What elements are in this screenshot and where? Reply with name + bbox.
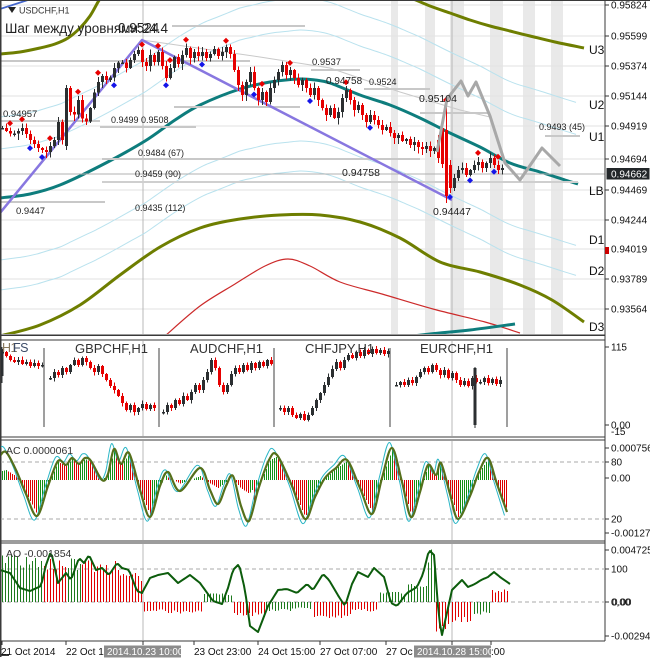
svg-text:24 Oct 15:00: 24 Oct 15:00 — [258, 647, 316, 658]
svg-text:23 Oct 23:00: 23 Oct 23:00 — [194, 647, 252, 658]
svg-text:AO -0.001854: AO -0.001854 — [6, 548, 72, 560]
svg-text:EURCHF,H1: EURCHF,H1 — [420, 341, 493, 356]
svg-text:0.000756: 0.000756 — [611, 444, 650, 455]
svg-text:0.95144: 0.95144 — [611, 92, 648, 103]
svg-text:0.94447: 0.94447 — [433, 206, 471, 218]
svg-text:0.9499: 0.9499 — [111, 115, 139, 125]
svg-text:D1: D1 — [589, 233, 605, 247]
svg-text:USDCHF,H1: USDCHF,H1 — [19, 6, 70, 16]
svg-text:0.94662: 0.94662 — [611, 169, 648, 180]
svg-text:0,00: 0,00 — [611, 598, 631, 609]
svg-text:0.93564: 0.93564 — [611, 305, 648, 316]
svg-text:21 Oct 2014: 21 Oct 2014 — [1, 647, 56, 658]
svg-text:-0.002946: -0.002946 — [611, 632, 650, 643]
svg-text:0.94957: 0.94957 — [3, 109, 37, 120]
svg-text:0.9524: 0.9524 — [118, 21, 160, 36]
svg-text:0.9493 (45): 0.9493 (45) — [539, 122, 585, 132]
svg-text:115: 115 — [611, 343, 627, 354]
svg-text:2014.10.23 10:00: 2014.10.23 10:00 — [107, 647, 184, 658]
svg-text:Шаг между уровнями:24.4: Шаг между уровнями:24.4 — [5, 21, 168, 36]
svg-text:U2: U2 — [589, 98, 605, 112]
svg-text:27 Oct 07:00: 27 Oct 07:00 — [320, 647, 378, 658]
svg-text:0.9435 (112): 0.9435 (112) — [135, 203, 185, 213]
svg-text:U1: U1 — [589, 130, 605, 144]
svg-text:0.00: 0.00 — [612, 598, 632, 609]
svg-text:0.9537: 0.9537 — [312, 57, 341, 68]
svg-text:100: 100 — [611, 565, 628, 576]
svg-text:0.95104: 0.95104 — [419, 93, 457, 105]
svg-text:0.95599: 0.95599 — [611, 32, 648, 43]
svg-text:0.94469: 0.94469 — [611, 186, 648, 197]
svg-text:0.94019: 0.94019 — [611, 245, 648, 256]
svg-text:H1: H1 — [2, 341, 18, 355]
svg-text:0.9524: 0.9524 — [369, 77, 397, 87]
svg-text:0.94758: 0.94758 — [326, 76, 363, 87]
svg-text:0.94694: 0.94694 — [611, 155, 648, 166]
svg-text:-0.001272: -0.001272 — [611, 529, 650, 540]
svg-text:27 Oc: 27 Oc — [386, 647, 413, 658]
svg-text:D3: D3 — [589, 320, 605, 334]
svg-text:0.9484 (67): 0.9484 (67) — [138, 148, 184, 158]
svg-text:GBPCHF,H1: GBPCHF,H1 — [75, 341, 148, 356]
svg-text:0.94758: 0.94758 — [342, 167, 380, 179]
svg-text:0,00: 0,00 — [611, 421, 631, 432]
svg-text:LB: LB — [589, 184, 604, 198]
svg-text:-15: -15 — [611, 427, 626, 438]
svg-text:20: 20 — [611, 515, 623, 526]
svg-text:AC 0.0000061: AC 0.0000061 — [6, 445, 73, 457]
svg-text:0.9508: 0.9508 — [141, 115, 169, 125]
svg-text:0.9447: 0.9447 — [16, 206, 45, 217]
svg-text:2014.10.28 15:00: 2014.10.28 15:00 — [417, 647, 494, 658]
svg-text:CHFJPY,H1: CHFJPY,H1 — [305, 341, 374, 356]
svg-text::00: :00 — [491, 647, 505, 658]
svg-text:U3: U3 — [589, 43, 605, 57]
svg-text:0.95374: 0.95374 — [611, 62, 648, 73]
svg-text:0.94244: 0.94244 — [611, 216, 648, 227]
svg-text:AUDCHF,H1: AUDCHF,H1 — [190, 341, 263, 356]
svg-text:0.94919: 0.94919 — [611, 122, 648, 133]
svg-text:0.95824: 0.95824 — [611, 1, 648, 12]
svg-text:D2: D2 — [589, 264, 605, 278]
svg-text:80: 80 — [611, 458, 623, 469]
svg-text:0.93789: 0.93789 — [611, 275, 648, 286]
svg-text:FS: FS — [13, 341, 28, 355]
svg-text:0.004725: 0.004725 — [611, 546, 650, 557]
svg-text:22 Oct 1: 22 Oct 1 — [66, 647, 104, 658]
svg-text:0.9459 (90): 0.9459 (90) — [135, 169, 181, 179]
svg-text:0.00: 0.00 — [611, 474, 631, 485]
